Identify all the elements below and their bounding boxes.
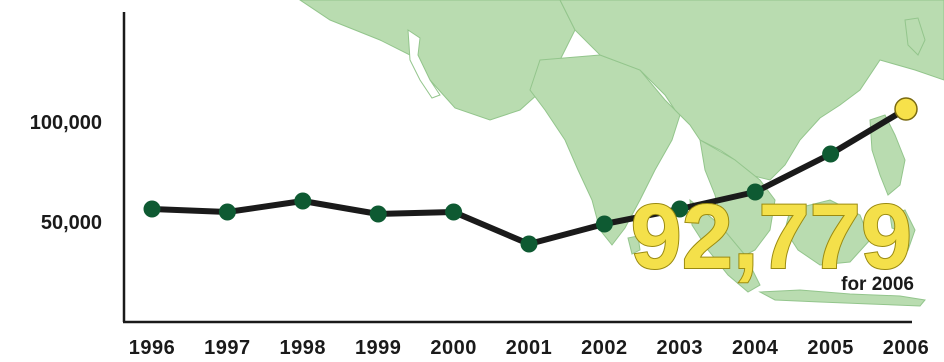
x-tick-label: 2002 xyxy=(581,337,628,359)
asia-map-background xyxy=(299,0,944,307)
x-tick-label: 2004 xyxy=(732,337,779,359)
data-point xyxy=(143,200,161,218)
highlight-value-subtitle: for 2006 xyxy=(841,274,914,295)
x-tick-label: 1996 xyxy=(129,337,176,359)
x-tick-label: 2001 xyxy=(506,337,553,359)
data-point xyxy=(445,203,463,221)
data-point xyxy=(671,200,689,218)
data-point xyxy=(294,192,312,210)
map-landmass-islands xyxy=(904,17,926,56)
data-point xyxy=(520,235,538,253)
map-landmass-borneo xyxy=(784,199,871,266)
y-tick-label: 50,000 xyxy=(41,212,102,234)
x-tick-label: 2000 xyxy=(430,337,477,359)
map-landmass-sri-lanka xyxy=(627,235,641,255)
data-point xyxy=(369,205,387,223)
y-tick-label: 100,000 xyxy=(30,112,102,134)
data-point xyxy=(218,203,236,221)
map-landmass-china xyxy=(559,0,944,181)
x-tick-label: 2005 xyxy=(807,337,854,359)
x-tick-labels: 1996 1997 1998 1999 2000 2001 2002 2003 2004 2005… xyxy=(129,337,930,359)
x-tick-label: 1997 xyxy=(204,337,251,359)
map-landmass-sulawesi xyxy=(889,209,916,251)
data-point xyxy=(595,215,613,233)
map-landmass-india xyxy=(529,54,681,246)
highlight-point xyxy=(894,97,918,121)
data-point xyxy=(822,145,840,163)
x-tick-label: 2003 xyxy=(657,337,704,359)
map-landmass-sumatra xyxy=(689,198,761,293)
x-tick-label: 1998 xyxy=(280,337,327,359)
data-point xyxy=(746,183,764,201)
highlight-value-text: 92,779 xyxy=(631,186,912,288)
y-tick-labels: 50,000 100,000 xyxy=(30,112,102,234)
x-tick-label: 2006 xyxy=(883,337,930,359)
map-landmass-middle-east xyxy=(299,0,576,121)
series-group xyxy=(143,97,918,253)
x-tick-label: 1999 xyxy=(355,337,402,359)
map-landmass-java xyxy=(758,289,926,307)
map-water-gulf xyxy=(407,29,441,99)
